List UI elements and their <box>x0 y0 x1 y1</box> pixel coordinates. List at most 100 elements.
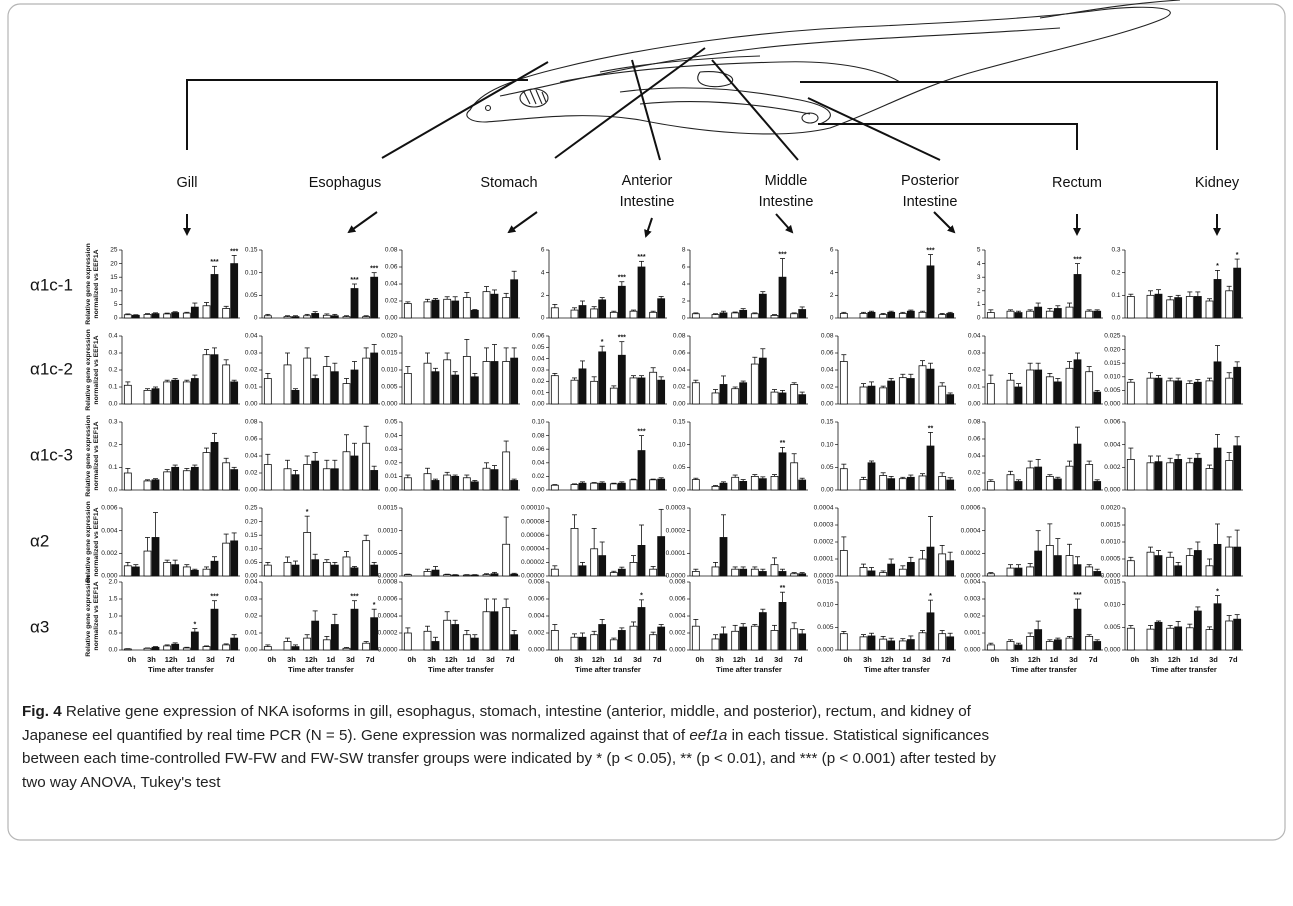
bar <box>363 541 370 576</box>
error-bar <box>792 623 797 629</box>
bar <box>471 575 478 576</box>
error-bar <box>1176 455 1181 460</box>
error-bar <box>1195 292 1200 297</box>
bar <box>712 639 719 650</box>
error-bar <box>1187 549 1192 556</box>
bar <box>771 315 778 318</box>
bar <box>1127 382 1134 404</box>
bar <box>987 574 994 576</box>
bar <box>907 379 914 405</box>
y-tick-label: 0.0015 <box>378 505 398 512</box>
y-tick-label: 0.002 <box>669 630 686 637</box>
bar <box>927 446 934 490</box>
error-bar <box>780 592 785 602</box>
bar <box>571 485 578 490</box>
panel: 0.0000.0050.0100.0150h3h12h1d*3d7dTime a… <box>1104 579 1243 674</box>
error-bar <box>1195 454 1200 459</box>
error-bar <box>232 533 237 541</box>
error-bar <box>772 625 777 630</box>
bar <box>720 537 727 576</box>
error-bar <box>639 261 644 267</box>
error-bar <box>908 557 913 562</box>
error-bar <box>1168 378 1173 381</box>
bar <box>759 571 766 576</box>
x-tick-label: 7d <box>942 655 951 664</box>
bar <box>880 639 887 650</box>
bar <box>610 484 617 490</box>
y-tick-label: 0 <box>114 315 118 322</box>
error-bar <box>224 458 229 463</box>
bar <box>463 575 470 576</box>
bar <box>740 481 747 490</box>
x-tick-label: 1d <box>902 655 911 664</box>
y-tick-label: 0.0003 <box>666 505 686 512</box>
panel: 0246****** <box>541 247 667 322</box>
bar <box>203 306 210 318</box>
error-bar <box>484 599 489 612</box>
error-bar <box>869 568 874 571</box>
y-tick-label: 0.006 <box>669 596 686 603</box>
bar <box>939 386 946 404</box>
bar <box>463 356 470 404</box>
bar <box>172 644 179 650</box>
error-bar <box>453 620 458 624</box>
bar <box>152 647 159 650</box>
error-bar <box>900 374 905 377</box>
bar <box>312 560 319 576</box>
y-tick-label: 5 <box>977 247 981 254</box>
error-bar <box>364 426 369 443</box>
bar <box>1175 298 1182 318</box>
bar <box>503 298 510 318</box>
error-bar <box>1215 434 1220 448</box>
bar <box>779 602 786 650</box>
error-bar <box>1235 437 1240 446</box>
significance: *** <box>637 428 645 435</box>
bar <box>292 390 299 404</box>
error-bar <box>305 635 310 638</box>
x-tick-label: 0h <box>843 655 852 664</box>
y-tick-label: 0.06 <box>821 350 834 357</box>
isoform-labels: α1c-1 α1c-2 α1c-3 α2 α3 <box>30 275 73 636</box>
y-tick-label: 0.004 <box>101 527 118 534</box>
y-tick-label: 0.06 <box>673 350 686 357</box>
y-tick-label: 4 <box>830 269 834 276</box>
significance: *** <box>210 594 218 601</box>
bar <box>638 451 645 490</box>
y-tick-label: 0.15 <box>245 247 258 254</box>
bar <box>771 630 778 650</box>
error-bar <box>1128 380 1133 383</box>
bar <box>1167 628 1174 650</box>
error-bar <box>344 435 349 452</box>
error-bar <box>869 633 874 636</box>
error-bar <box>352 443 357 456</box>
y-tick-label: 0.0000 <box>378 647 398 654</box>
bar <box>1066 638 1073 650</box>
bar <box>551 485 558 490</box>
bar <box>264 647 271 650</box>
y-tick-label: 0.02 <box>245 470 258 477</box>
bar <box>323 367 330 404</box>
error-bar <box>445 472 450 475</box>
y-tick-label: 0.25 <box>245 505 258 512</box>
bar <box>571 528 578 576</box>
error-bar <box>492 466 497 470</box>
bar <box>599 483 606 490</box>
bar <box>571 637 578 650</box>
panel: 0.0000.0020.0040.006Relative gene expres… <box>85 501 240 583</box>
y-tick-label: 0.02 <box>968 367 981 374</box>
bar <box>264 316 271 318</box>
y-tick-label: 0.00 <box>532 401 545 408</box>
tissue-label: Esophagus <box>309 175 382 191</box>
bar <box>432 642 439 651</box>
bar <box>638 545 645 576</box>
y-tick-label: 0.04 <box>245 333 258 340</box>
bar <box>1167 381 1174 404</box>
bar <box>610 312 617 318</box>
bar <box>231 264 238 318</box>
x-tick-label: 3d <box>346 655 355 664</box>
bar <box>987 645 994 650</box>
x-tick-label: 7d <box>653 655 662 664</box>
error-bar <box>1036 363 1041 370</box>
bar <box>1074 565 1081 576</box>
y-tick-label: 0.02 <box>245 613 258 620</box>
